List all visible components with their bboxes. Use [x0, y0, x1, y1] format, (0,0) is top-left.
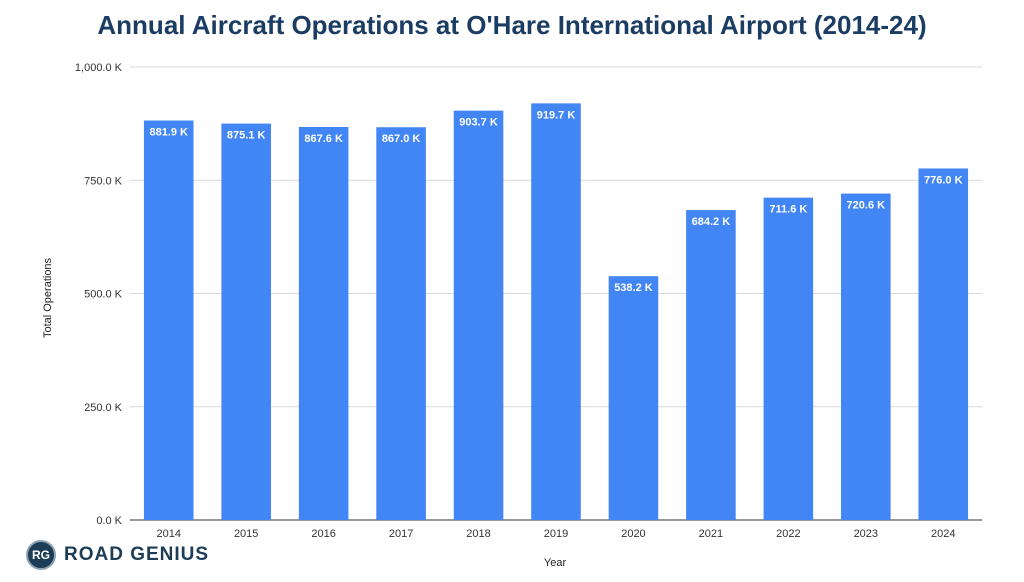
bar-value-label: 875.1 K — [227, 130, 266, 142]
bar-2019 — [531, 103, 581, 520]
bar-2016 — [298, 126, 349, 520]
bar-2015 — [221, 123, 271, 520]
x-tick-label: 2020 — [621, 528, 645, 540]
bar-value-label: 881.9 K — [149, 126, 188, 138]
bar-value-label: 867.6 K — [304, 133, 343, 145]
logo-badge-icon: RG — [26, 540, 56, 570]
y-tick-label: 1,000.0 K — [75, 62, 123, 74]
bar-2014 — [143, 120, 194, 520]
x-tick-label: 2019 — [544, 528, 568, 540]
x-axis-ticks: 2014 2015 2016 2017 2018 2019 2020 2021 2022 2023… — [156, 528, 955, 540]
bar-2021 — [686, 210, 736, 520]
chart-title: Annual Aircraft Operations at O'Hare Int… — [97, 10, 927, 40]
bar-2020 — [608, 276, 659, 520]
x-tick-label: 2014 — [156, 528, 180, 540]
x-tick-label: 2022 — [776, 528, 800, 540]
bar-value-label: 720.6 K — [847, 200, 886, 212]
y-tick-label: 250.0 K — [84, 402, 123, 414]
y-tick-label: 750.0 K — [84, 175, 123, 187]
bar-value-label: 538.2 K — [614, 282, 653, 294]
y-axis-ticks: 0.0 K 250.0 K 500.0 K 750.0 K 1,000.0 K — [75, 62, 123, 527]
bar-2017 — [376, 127, 426, 521]
bar-2024 — [918, 168, 969, 521]
bar-value-label: 919.7 K — [537, 109, 576, 121]
bar-2023 — [841, 193, 891, 520]
x-tick-label: 2018 — [466, 528, 490, 540]
y-axis-title: Total Operations — [42, 257, 54, 338]
y-tick-label: 0.0 K — [96, 515, 122, 527]
bar-value-label: 776.0 K — [924, 174, 963, 186]
x-tick-label: 2016 — [311, 528, 335, 540]
road-genius-logo: RG ROAD GENIUS — [26, 540, 209, 570]
bars: 881.9 K 875.1 K 867.6 K 867.0 K 903.7 K 919.7… — [143, 103, 969, 521]
x-tick-label: 2023 — [854, 528, 878, 540]
logo-text: ROAD GENIUS — [64, 544, 210, 565]
bar-value-label: 867.0 K — [382, 133, 421, 145]
bar-value-label: 711.6 K — [769, 204, 807, 216]
x-tick-label: 2015 — [234, 528, 258, 540]
x-tick-label: 2024 — [931, 528, 955, 540]
bar-value-label: 684.2 K — [692, 216, 731, 228]
x-tick-label: 2021 — [699, 528, 723, 540]
y-tick-label: 500.0 K — [84, 289, 123, 301]
x-tick-label: 2017 — [389, 528, 413, 540]
bar-2018 — [453, 110, 504, 520]
bar-value-label: 903.7 K — [459, 117, 498, 129]
x-axis-title: Year — [544, 557, 567, 569]
bar-2022 — [763, 197, 814, 520]
